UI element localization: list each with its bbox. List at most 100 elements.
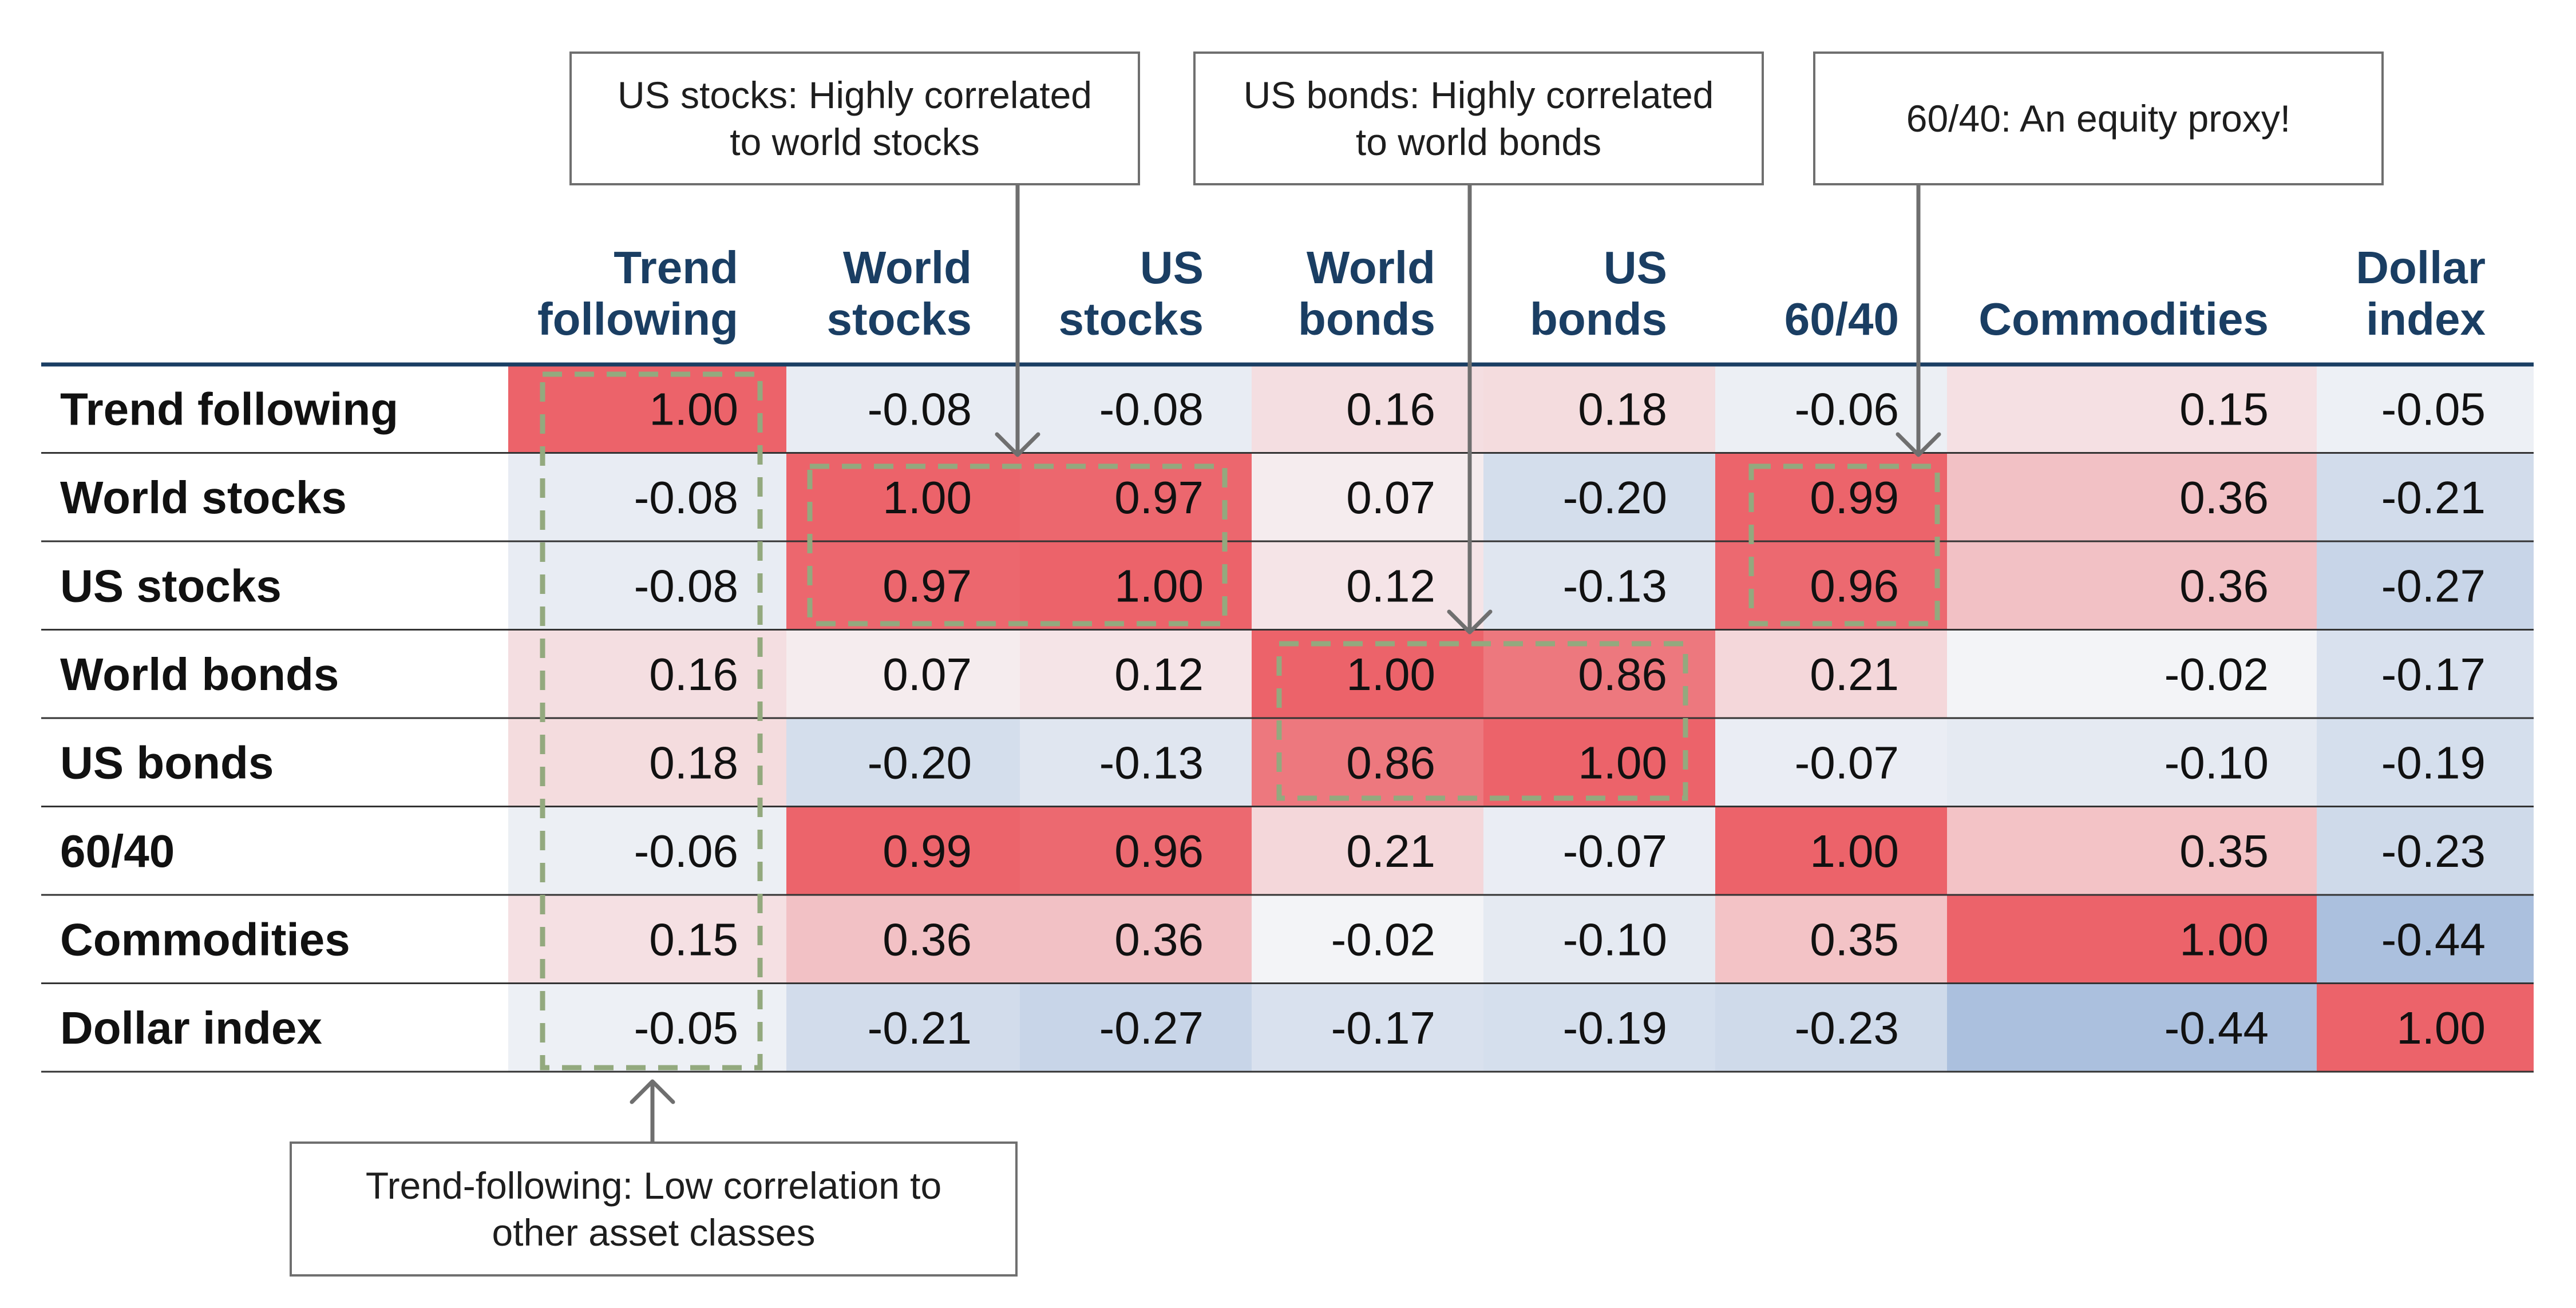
cell-value: -0.44	[2165, 1002, 2269, 1053]
cell-value: -0.19	[2381, 737, 2486, 788]
cell-value: -0.06	[634, 826, 738, 877]
cell-us-stocks-dollar-index	[2317, 541, 2534, 630]
cell-60-40-commodities	[1947, 806, 2317, 895]
cell-value: -0.23	[1795, 1002, 1899, 1053]
cell-value: -0.02	[1331, 914, 1435, 965]
callout-box	[290, 1141, 1018, 1277]
cell-us-bonds-dollar-index	[2317, 718, 2534, 807]
cell-dollar-index-world-bonds	[1252, 983, 1483, 1072]
callout-text: Trend-following: Low correlation to	[366, 1164, 941, 1207]
cell-us-bonds-us-stocks	[1020, 718, 1252, 807]
cell-us-stocks-world-stocks	[786, 541, 1020, 630]
arrow-head-icon	[1447, 609, 1493, 635]
cell-dollar-index-60-40	[1715, 983, 1947, 1072]
callout-text: to world stocks	[730, 121, 979, 163]
cell-dollar-index-commodities	[1947, 983, 2317, 1072]
arrow-head-icon	[1896, 432, 1941, 457]
cell-us-stocks-60-40	[1715, 541, 1947, 630]
callout-3: 60/40: An equity proxy!	[1813, 51, 2384, 457]
cell-commodities-us-bonds	[1483, 895, 1715, 984]
cell-value: 0.16	[649, 649, 738, 700]
cell-value: 0.21	[1346, 826, 1435, 877]
column-header-line: Commodities	[1979, 294, 2269, 344]
cell-value: 0.97	[1114, 472, 1204, 523]
cell-value: 0.99	[883, 826, 972, 877]
cell-us-bonds-commodities	[1947, 718, 2317, 807]
cell-value: -0.13	[1099, 737, 1204, 788]
cell-value: 1.00	[1114, 560, 1204, 611]
cell-value: -0.21	[2381, 472, 2486, 523]
cell-us-stocks-commodities	[1947, 541, 2317, 630]
cell-commodities-dollar-index	[2317, 895, 2534, 984]
column-header-line: stocks	[827, 294, 972, 344]
highlight-box	[540, 371, 763, 1071]
cell-trend-following-us-stocks	[1020, 364, 1252, 453]
cell-60-40-us-bonds	[1483, 806, 1715, 895]
cell-value: 0.36	[2179, 560, 2269, 611]
cell-us-bonds-60-40	[1715, 718, 1947, 807]
cell-value: 1.00	[1346, 649, 1435, 700]
highlight-box	[807, 463, 1228, 627]
cell-value: -0.21	[868, 1002, 972, 1053]
cell-value: 0.86	[1578, 649, 1667, 700]
callout-text: to world bonds	[1356, 121, 1601, 163]
cell-value: 0.96	[1114, 826, 1204, 877]
cell-commodities-commodities	[1947, 895, 2317, 984]
column-header-line: Dollar	[2356, 242, 2486, 293]
cell-us-stocks-world-bonds	[1252, 541, 1483, 630]
column-header-60-40: 60/40	[1784, 294, 1899, 344]
cell-value: 1.00	[883, 472, 972, 523]
callout-text: US bonds: Highly correlated	[1244, 74, 1714, 116]
cell-value: -0.17	[2381, 649, 2486, 700]
cell-value: 0.18	[1578, 383, 1667, 434]
cell-value: -0.08	[1099, 383, 1204, 434]
cell-value: 0.99	[1810, 472, 1899, 523]
cell-trend-following-commodities	[1947, 364, 2317, 453]
row-label-dollar-index: Dollar index	[60, 1002, 322, 1053]
cell-trend-following-60-40	[1715, 364, 1947, 453]
cell-60-40-us-stocks	[1020, 806, 1252, 895]
callout-text: US stocks: Highly correlated	[618, 74, 1092, 116]
cell-value: 0.96	[1810, 560, 1899, 611]
cell-value: 0.35	[2179, 826, 2269, 877]
callout-box	[569, 51, 1140, 185]
cell-value: 0.15	[649, 914, 738, 965]
callout-4: Trend-following: Low correlation toother…	[290, 1079, 1018, 1277]
cell-value: -0.20	[868, 737, 972, 788]
cell-value: 0.12	[1114, 649, 1204, 700]
column-header-line: US	[1604, 242, 1667, 293]
column-header-line: Trend	[614, 242, 738, 293]
cell-trend-following-trend-following	[508, 364, 786, 453]
cell-value: -0.08	[634, 472, 738, 523]
cell-value: -0.27	[1099, 1002, 1204, 1053]
cell-value: -0.02	[2165, 649, 2269, 700]
cell-value: -0.20	[1563, 472, 1667, 523]
column-header-line: US	[1140, 242, 1204, 293]
cell-value: 1.00	[2396, 1002, 2486, 1053]
cell-value: 1.00	[1810, 826, 1899, 877]
row-label-commodities: Commodities	[60, 914, 350, 965]
callout-1: US stocks: Highly correlated to world sto…	[569, 51, 1140, 457]
cell-world-stocks-world-bonds	[1252, 453, 1483, 541]
cell-value: -0.17	[1331, 1002, 1435, 1053]
cell-value: -0.07	[1563, 826, 1667, 877]
arrow-head-icon	[630, 1079, 675, 1104]
cell-world-bonds-us-stocks	[1020, 629, 1252, 718]
cell-value: 0.36	[1114, 914, 1204, 965]
column-header-line: stocks	[1059, 294, 1204, 344]
cell-us-stocks-us-stocks	[1020, 541, 1252, 630]
cell-value: 1.00	[649, 383, 738, 434]
cell-us-bonds-world-stocks	[786, 718, 1020, 807]
cell-value: 0.35	[1810, 914, 1899, 965]
callout-text: other asset classes	[492, 1211, 816, 1254]
cell-value: -0.08	[868, 383, 972, 434]
cell-value: 0.15	[2179, 383, 2269, 434]
cell-value: 0.97	[883, 560, 972, 611]
cell-value: 0.21	[1810, 649, 1899, 700]
